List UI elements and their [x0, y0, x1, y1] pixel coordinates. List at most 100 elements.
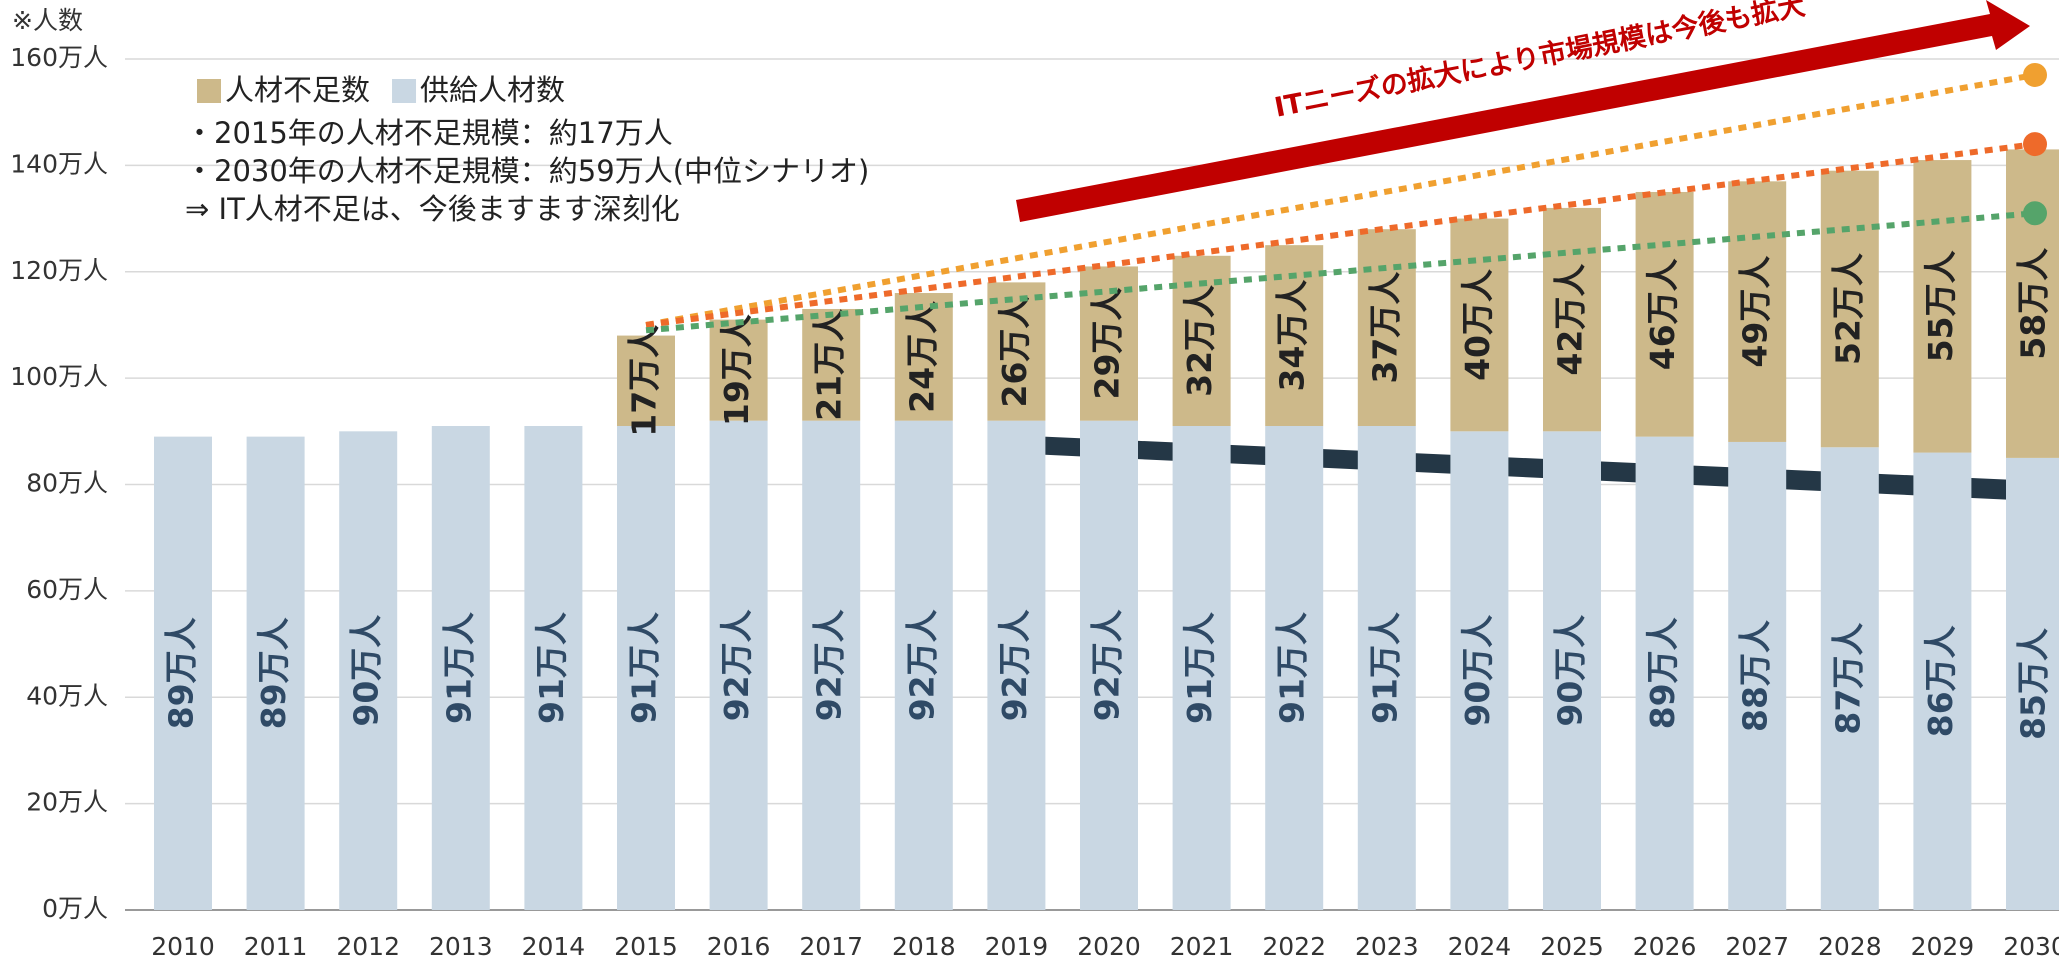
value-label: 90万人 — [347, 615, 386, 727]
bar-segment — [802, 420, 861, 910]
value-label: 91万人 — [1365, 612, 1404, 724]
bar-segment — [1543, 431, 1601, 910]
value-label: 92万人 — [902, 609, 941, 721]
bar-segment — [1728, 181, 1787, 442]
bar-segment — [246, 436, 305, 910]
value-label: 91万人 — [625, 612, 664, 724]
bar-segment — [1635, 191, 1694, 437]
bar-segment — [709, 420, 768, 910]
bar-segment — [1080, 420, 1138, 910]
value-label: 42万人 — [1551, 264, 1590, 376]
bar-segment — [1172, 425, 1231, 910]
y-tick-label: 120万人 — [10, 256, 108, 285]
value-label: 91万人 — [1180, 612, 1219, 724]
x-tick-label: 2019 — [985, 932, 1049, 961]
y-tick-label: 20万人 — [26, 788, 108, 817]
bar-segment — [524, 425, 583, 910]
annotation: ・2015年の人材不足規模：約17万人 — [185, 116, 673, 150]
x-tick-label: 2011 — [244, 932, 308, 961]
value-label: 89万人 — [162, 617, 201, 729]
x-tick-label: 2027 — [1725, 932, 1789, 961]
value-label: 87万人 — [1828, 623, 1867, 735]
value-label: 91万人 — [1273, 612, 1312, 724]
value-label: 34万人 — [1273, 280, 1312, 392]
bar-segment — [1728, 441, 1787, 910]
value-label: 91万人 — [439, 612, 478, 724]
value-label: 55万人 — [1921, 250, 1960, 362]
bar-segment — [1913, 452, 1972, 910]
bar-segment — [2006, 149, 2059, 458]
bar-segment — [1357, 425, 1416, 910]
legend-swatch — [197, 79, 221, 103]
bar-segment — [339, 431, 398, 910]
x-tick-label: 2023 — [1355, 932, 1419, 961]
x-tick-label: 2016 — [707, 932, 771, 961]
value-label: 92万人 — [1088, 609, 1127, 721]
value-label: 32万人 — [1180, 285, 1219, 397]
bar-segment — [1357, 229, 1416, 426]
trend-line — [645, 72, 2036, 328]
x-tick-label: 2010 — [151, 932, 215, 961]
annotation: ・2030年の人材不足規模：約59万人(中位シナリオ) — [185, 154, 869, 188]
x-tick-label: 2020 — [1077, 932, 1141, 961]
legend-swatch — [392, 79, 417, 103]
bar-segment — [1450, 431, 1509, 910]
trend-line — [645, 210, 2036, 334]
value-label: 92万人 — [810, 609, 849, 721]
x-tick-label: 2026 — [1633, 932, 1697, 961]
x-tick-label: 2013 — [429, 932, 493, 961]
y-tick-label: 100万人 — [10, 362, 108, 391]
y-tick-label: 80万人 — [26, 469, 108, 498]
value-label: 86万人 — [1921, 625, 1960, 737]
value-label: 40万人 — [1458, 269, 1497, 381]
y-tick-label: 60万人 — [26, 575, 108, 604]
annotation: ⇒ IT人材不足は、今後ますます深刻化 — [185, 192, 680, 226]
x-tick-label: 2014 — [522, 932, 586, 961]
x-tick-label: 2029 — [1911, 932, 1975, 961]
bar-segment — [987, 282, 1046, 421]
value-label: 58万人 — [2014, 248, 2053, 360]
value-label: 91万人 — [532, 612, 571, 724]
bar-segment — [154, 436, 212, 910]
value-label: 21万人 — [810, 309, 849, 421]
y-tick-label: 40万人 — [26, 681, 108, 710]
legend-label: 供給人材数 — [420, 73, 565, 107]
bar-segment — [894, 293, 953, 421]
x-tick-label: 2015 — [614, 932, 678, 961]
value-label: 89万人 — [1643, 617, 1682, 729]
x-tick-label: 2024 — [1448, 932, 1512, 961]
value-label: 19万人 — [717, 314, 756, 426]
bar-segment — [617, 335, 675, 426]
value-label: 90万人 — [1551, 615, 1590, 727]
value-label: 37万人 — [1365, 272, 1404, 384]
bar-segment — [617, 425, 675, 910]
bar-segment — [894, 420, 953, 910]
y-tick-label: 0万人 — [42, 894, 108, 923]
y-tick-label: 160万人 — [10, 43, 108, 72]
trend-end-dot — [2023, 201, 2047, 226]
x-tick-label: 2028 — [1818, 932, 1882, 961]
value-label: 92万人 — [995, 609, 1034, 721]
bar-segment — [1635, 436, 1694, 910]
value-label: 26万人 — [995, 296, 1034, 408]
x-tick-label: 2030 — [2003, 932, 2059, 961]
bar-segment — [987, 420, 1046, 910]
value-label: 52万人 — [1828, 253, 1867, 365]
value-label: 88万人 — [1736, 620, 1775, 732]
bar-segment — [2006, 457, 2059, 910]
x-tick-label: 2025 — [1540, 932, 1604, 961]
legend-label: 人材不足数 — [225, 73, 370, 107]
x-tick-label: 2018 — [892, 932, 956, 961]
x-tick-label: 2021 — [1170, 932, 1234, 961]
y-axis-label: ※人数 — [12, 6, 83, 35]
value-label: 29万人 — [1088, 288, 1127, 400]
value-label: 17万人 — [625, 325, 664, 437]
growth-arrow — [1016, 0, 2030, 222]
value-label: 85万人 — [2014, 628, 2053, 740]
trend-end-dot — [2023, 62, 2047, 87]
x-tick-label: 2017 — [799, 932, 863, 961]
bar-segment — [1450, 218, 1509, 432]
x-tick-label: 2012 — [336, 932, 400, 961]
bar-segment — [1265, 425, 1324, 910]
